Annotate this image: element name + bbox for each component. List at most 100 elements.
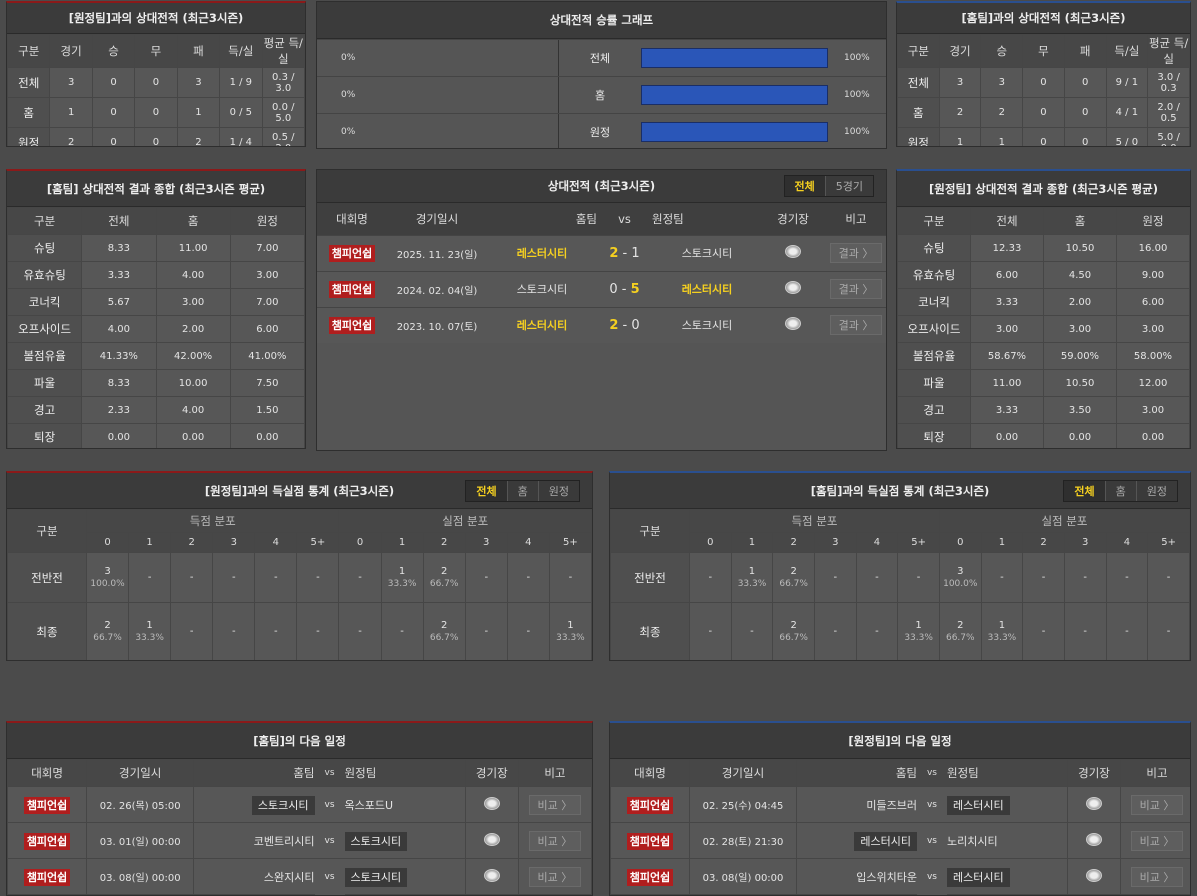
stadium-icon[interactable] bbox=[483, 832, 500, 846]
away-team[interactable]: 레스터시티 bbox=[947, 867, 1010, 887]
stadium-cell[interactable] bbox=[464, 822, 519, 859]
away-team[interactable]: 레스터시티 bbox=[652, 270, 762, 307]
cell-value: 9.00 bbox=[1116, 261, 1190, 289]
empty-value: - bbox=[316, 572, 320, 583]
stadium-cell[interactable] bbox=[464, 786, 519, 823]
cell-value: 2 bbox=[176, 127, 221, 146]
empty-value: - bbox=[400, 626, 404, 637]
stadium-cell[interactable] bbox=[762, 270, 824, 307]
stadium-cell[interactable] bbox=[762, 306, 824, 343]
record-vs-home-panel: [홈팀]과의 상대전적 (최근3시즌) 구분 경기 승 무 패 득/실 평균 득/실 전체 3 3… bbox=[896, 1, 1191, 147]
column-header: 대회명 bbox=[7, 759, 88, 787]
empty-value: - bbox=[750, 626, 754, 637]
home-team[interactable]: 스토크시티 bbox=[487, 270, 597, 307]
column-header: 홈팀 bbox=[487, 203, 597, 235]
bar-track bbox=[641, 122, 828, 142]
column-header: 경기일시 bbox=[387, 203, 487, 235]
tab-home[interactable]: 홈 bbox=[506, 480, 538, 501]
stadium-cell[interactable] bbox=[1067, 786, 1121, 823]
stadium-icon[interactable] bbox=[1086, 832, 1102, 846]
away-team[interactable]: 노리치시티 bbox=[947, 834, 998, 848]
stadium-icon[interactable] bbox=[1086, 868, 1102, 882]
graph-row: 0% 전체 100% bbox=[317, 39, 886, 76]
cell-value: 59.00% bbox=[1043, 342, 1117, 370]
table-row: 슈팅 12.33 10.50 16.00 bbox=[897, 234, 1190, 262]
compare-button[interactable]: 비교 〉 bbox=[1130, 830, 1184, 851]
compare-button[interactable]: 비교 〉 bbox=[528, 830, 582, 851]
empty-value: - bbox=[916, 572, 921, 583]
cell-value: 12.33 bbox=[970, 234, 1044, 262]
table-row: 퇴장 0.00 0.00 0.00 bbox=[7, 423, 305, 448]
distribution-cell: 1 33.3% bbox=[730, 552, 774, 603]
cell-value: 0.00 bbox=[970, 423, 1044, 448]
empty-value: - bbox=[274, 572, 278, 583]
home-team[interactable]: 입스위치타운 bbox=[856, 870, 917, 884]
bucket-header: 2 bbox=[1022, 532, 1065, 553]
stadium-icon[interactable] bbox=[785, 317, 801, 331]
empty-value: - bbox=[1166, 626, 1171, 637]
away-team[interactable]: 스토크시티 bbox=[344, 831, 408, 851]
percent: 66.7% bbox=[429, 578, 459, 589]
row-label: 유효슈팅 bbox=[7, 261, 83, 289]
home-team[interactable]: 스토크시티 bbox=[251, 795, 315, 815]
cell-value: 2.00 bbox=[1043, 288, 1117, 316]
away-score: 0 bbox=[631, 317, 640, 333]
table-row: 볼점유율 41.33% 42.00% 41.00% bbox=[7, 342, 305, 370]
tab-home[interactable]: 홈 bbox=[1104, 480, 1136, 501]
tab-5-games[interactable]: 5경기 bbox=[824, 176, 873, 196]
count: 2 bbox=[790, 565, 797, 577]
tab-away[interactable]: 원정 bbox=[1135, 480, 1177, 501]
stadium-icon[interactable] bbox=[483, 868, 500, 882]
stadium-cell[interactable] bbox=[464, 858, 519, 895]
cell-value: 3.33 bbox=[970, 288, 1044, 316]
tab-all[interactable]: 전체 bbox=[784, 176, 825, 196]
result-button[interactable]: 결과 〉 bbox=[829, 315, 883, 336]
away-team[interactable]: 스토크시티 bbox=[652, 306, 762, 343]
stadium-cell[interactable] bbox=[1067, 858, 1121, 895]
left-percent: 0% bbox=[317, 114, 559, 148]
compare-button[interactable]: 비교 〉 bbox=[1130, 794, 1184, 815]
stadium-icon[interactable] bbox=[785, 245, 801, 258]
result-button[interactable]: 결과 〉 bbox=[829, 243, 883, 263]
column-header: 득/실 bbox=[1105, 34, 1149, 68]
stadium-icon[interactable] bbox=[483, 796, 500, 810]
cell-value: 42.00% bbox=[155, 342, 231, 370]
home-team[interactable]: 미들즈브러 bbox=[866, 798, 917, 812]
graph-row: 0% 홈 100% bbox=[317, 76, 886, 113]
tab-all[interactable]: 전체 bbox=[1064, 480, 1105, 501]
row-label: 오프사이드 bbox=[897, 315, 971, 343]
tab-away[interactable]: 원정 bbox=[537, 480, 579, 501]
compare-button[interactable]: 비교 〉 bbox=[528, 866, 582, 887]
distribution-cell: - bbox=[464, 602, 508, 660]
away-team[interactable]: 스토크시티 bbox=[344, 867, 408, 887]
schedule-table: 대회명 경기일시 홈팀 vs 원정팀 경기장 비고 챔피언쉽 02. 25(수) 04:45 미들… bbox=[610, 759, 1190, 895]
compare-button[interactable]: 비교 〉 bbox=[1130, 866, 1184, 887]
distribution-cell: - bbox=[689, 602, 732, 660]
stadium-icon[interactable] bbox=[1086, 796, 1102, 810]
away-team[interactable]: 옥스포드U bbox=[344, 798, 394, 812]
away-team[interactable]: 스토크시티 bbox=[652, 234, 762, 271]
match-date: 02. 25(수) 04:45 bbox=[689, 786, 797, 823]
away-team[interactable]: 레스터시티 bbox=[947, 795, 1010, 815]
distribution-cell: - bbox=[1022, 552, 1065, 603]
next-home-panel: [홈팀]의 다음 일정 대회명 경기일시 홈팀 vs 원정팀 경기장 비고 챔피언쉽 02. 2… bbox=[6, 721, 593, 896]
stadium-cell[interactable] bbox=[1067, 822, 1121, 859]
home-team[interactable]: 레스터시티 bbox=[487, 306, 597, 343]
result-button[interactable]: 결과 〉 bbox=[829, 279, 883, 299]
row-label: 파울 bbox=[897, 369, 971, 397]
home-team[interactable]: 레스터시티 bbox=[487, 234, 597, 271]
bucket-header: 0 bbox=[938, 532, 982, 553]
league-cell: 챔피언쉽 bbox=[317, 306, 387, 343]
home-team[interactable]: 레스터시티 bbox=[854, 831, 917, 851]
compare-button[interactable]: 비교 〉 bbox=[528, 794, 582, 815]
cell-value: 6.00 bbox=[229, 315, 305, 343]
compare-cell: 비교 〉 bbox=[1120, 822, 1190, 859]
home-team[interactable]: 코벤트리시티 bbox=[253, 834, 315, 848]
percent: 66.7% bbox=[429, 632, 459, 643]
stadium-icon[interactable] bbox=[785, 281, 801, 294]
home-team[interactable]: 스완지시티 bbox=[263, 870, 315, 884]
bucket-header: 5+ bbox=[296, 532, 340, 553]
stadium-cell[interactable] bbox=[762, 234, 824, 271]
tab-all[interactable]: 전체 bbox=[466, 480, 507, 501]
column-header: 경기장 bbox=[762, 203, 824, 235]
